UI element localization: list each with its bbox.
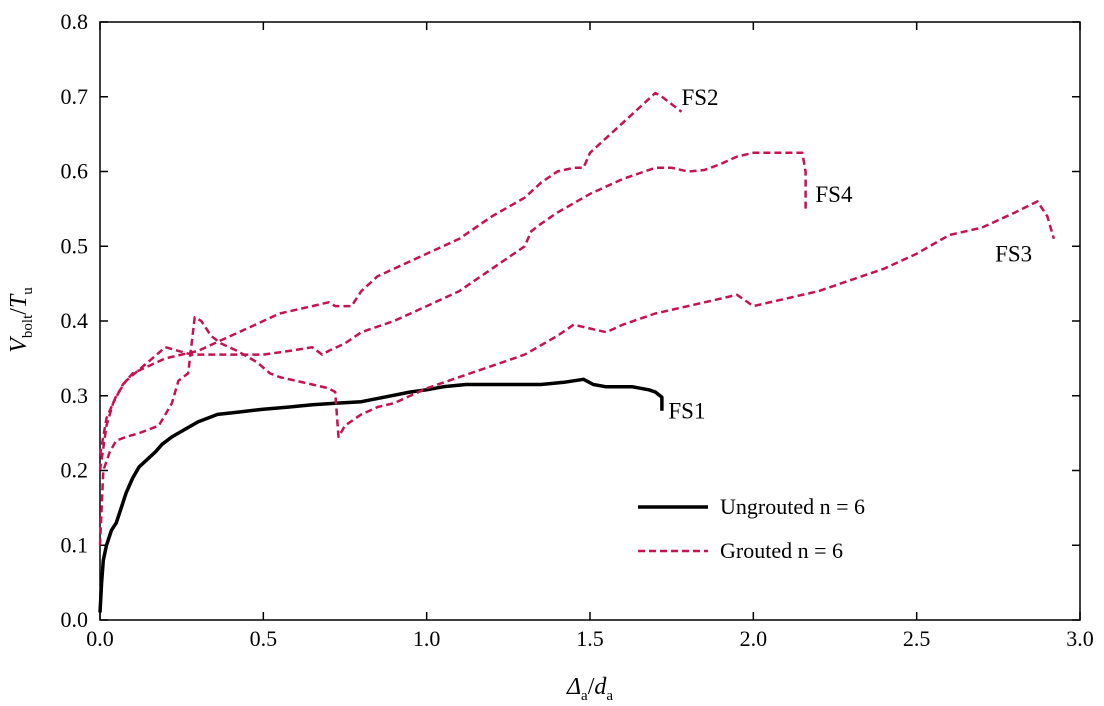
y-axis-title-denom: T bbox=[6, 293, 32, 308]
y-tick-label: 0.4 bbox=[61, 308, 89, 333]
y-tick-label: 0.0 bbox=[61, 607, 89, 632]
x-axis-title-main-sub: a bbox=[581, 688, 588, 704]
series-annotations: FS1 FS2 FS4 FS3 bbox=[668, 85, 1032, 424]
x-axis-title-denom: d bbox=[594, 674, 607, 700]
x-tick-label: 1.5 bbox=[576, 626, 604, 651]
x-axis-title: Δa/da bbox=[566, 674, 613, 704]
series-line-fs4 bbox=[98, 151, 807, 456]
y-axis-title-main: V bbox=[6, 336, 32, 353]
x-tick-label: 0.0 bbox=[86, 626, 114, 651]
y-axis-title-sep: / bbox=[6, 308, 32, 315]
axis-ticks bbox=[99, 21, 1081, 621]
series-group bbox=[98, 91, 1056, 613]
y-axis-title-main-sub: bolt bbox=[20, 314, 36, 338]
x-tick-label: 1.0 bbox=[413, 626, 441, 651]
x-tick-label: 2.5 bbox=[903, 626, 931, 651]
y-tick-label: 0.1 bbox=[61, 532, 89, 557]
x-axis-title-sep: / bbox=[588, 674, 595, 700]
legend-label-ungrouted: Ungrouted n = 6 bbox=[720, 494, 865, 519]
y-axis-title: Vbolt/Tu bbox=[6, 287, 36, 353]
y-tick-label: 0.5 bbox=[61, 233, 89, 258]
y-tick-label: 0.2 bbox=[61, 458, 89, 483]
y-tick-label: 0.7 bbox=[61, 84, 89, 109]
series-line-fs2 bbox=[98, 91, 683, 471]
legend: Ungrouted n = 6 Grouted n = 6 bbox=[638, 494, 865, 563]
annotation-fs3: FS3 bbox=[995, 242, 1032, 267]
annotation-fs1: FS1 bbox=[668, 399, 705, 424]
y-tick-label: 0.3 bbox=[61, 383, 89, 408]
annotation-fs4: FS4 bbox=[815, 182, 853, 207]
x-tick-label: 3.0 bbox=[1066, 626, 1094, 651]
chart-frame bbox=[99, 21, 1081, 621]
x-tick-label: 0.5 bbox=[250, 626, 278, 651]
x-axis-title-main: Δ bbox=[566, 674, 581, 700]
y-tick-label: 0.8 bbox=[61, 9, 89, 34]
series-line-fs3 bbox=[98, 200, 1056, 546]
annotation-fs2: FS2 bbox=[681, 85, 718, 110]
y-tick-label: 0.6 bbox=[61, 159, 89, 184]
y-axis-title-denom-sub: u bbox=[20, 287, 36, 295]
x-tick-label: 2.0 bbox=[740, 626, 768, 651]
legend-label-grouted: Grouted n = 6 bbox=[720, 538, 843, 563]
x-axis-title-denom-sub: a bbox=[606, 688, 613, 704]
axis-tick-labels: 0.0 0.5 1.0 1.5 2.0 2.5 3.0 0.0 0.1 0.2 0.3 0.4 0.5 0… bbox=[61, 9, 1094, 651]
series-line-fs1 bbox=[98, 377, 664, 613]
